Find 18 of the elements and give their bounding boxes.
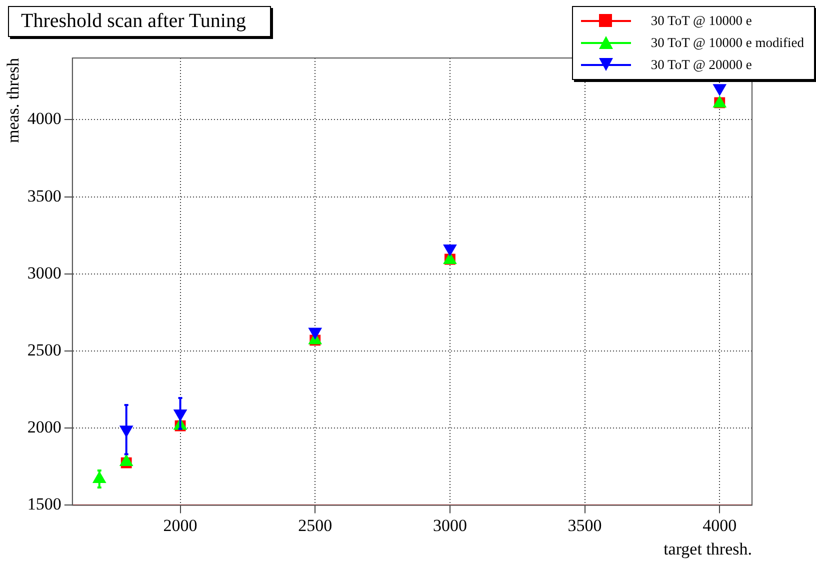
- y-axis-title: meas. thresh: [4, 58, 23, 143]
- x-tick-label: 3000: [432, 516, 467, 535]
- y-tick-label: 2500: [27, 340, 62, 360]
- chart-title: Threshold scan after Tuning: [8, 6, 271, 37]
- y-tick-label: 1500: [27, 494, 62, 514]
- y-tick-label: 4000: [27, 109, 62, 128]
- x-tick-label: 2500: [298, 516, 332, 535]
- point: [120, 454, 133, 466]
- y-tick-label: 3500: [27, 186, 62, 206]
- legend-label: 30 ToT @ 10000 e: [650, 13, 752, 29]
- x-tick-label: 3500: [568, 516, 602, 535]
- y-tick-label: 3000: [27, 263, 62, 282]
- legend-label: 30 ToT @ 20000 e: [650, 57, 752, 73]
- x-tick-label: 2000: [163, 516, 198, 535]
- x-axis-title: target thresh.: [664, 539, 752, 558]
- y-tick-label: 2000: [27, 418, 62, 437]
- x-tick-label: 4000: [702, 516, 737, 535]
- legend-label: 30 ToT @ 10000 e modified: [650, 35, 804, 51]
